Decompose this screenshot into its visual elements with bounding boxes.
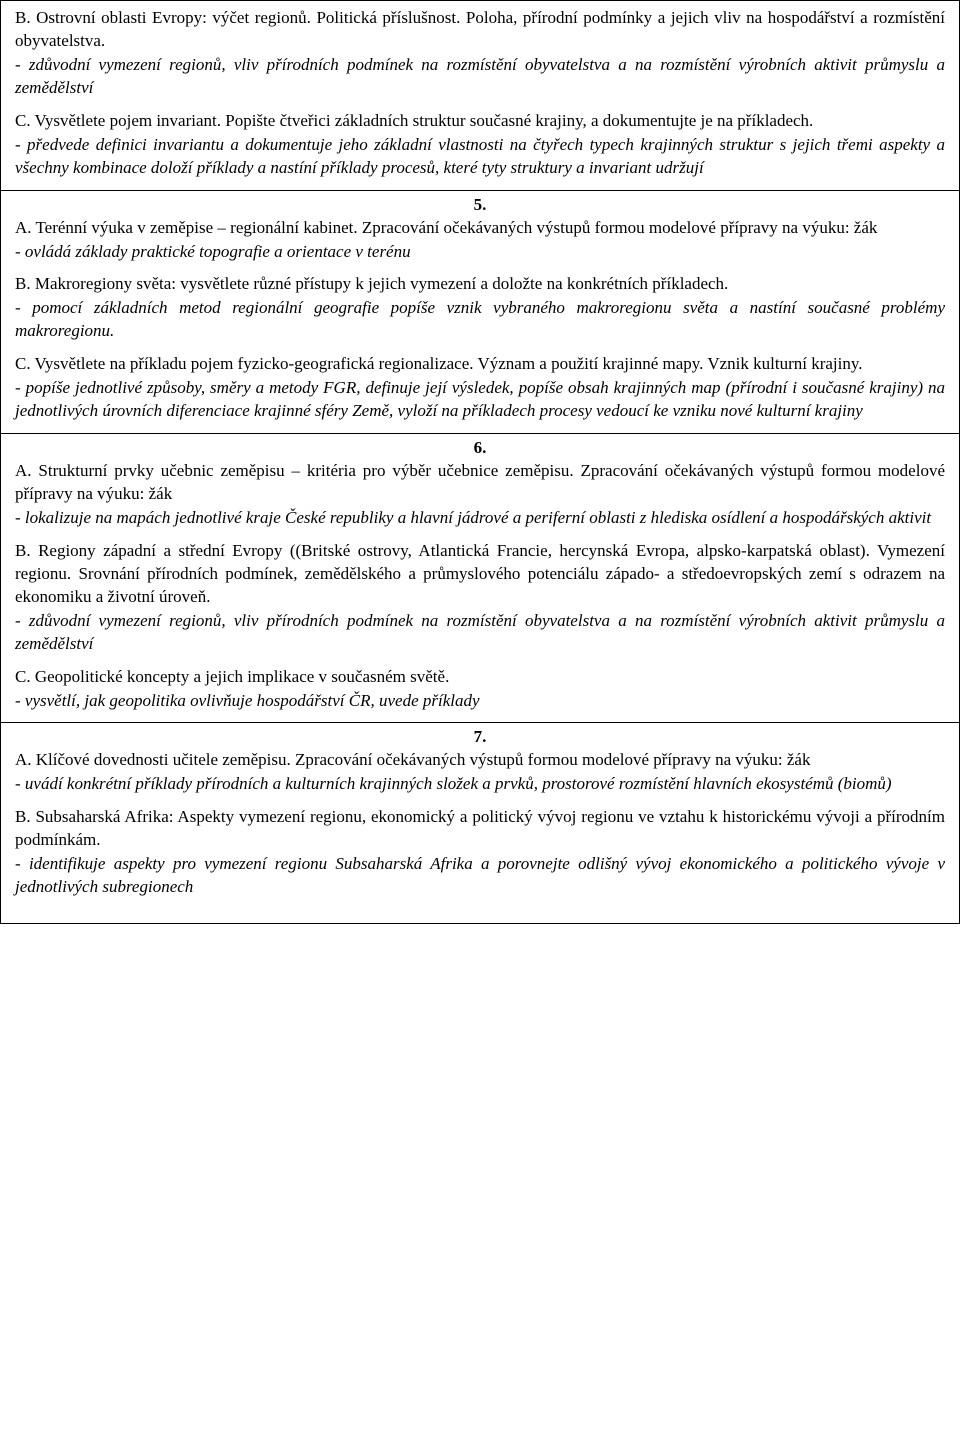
question-heading: B. Subsaharská Afrika: Aspekty vymezení … <box>15 806 945 852</box>
question-heading: C. Vysvětlete pojem invariant. Popište č… <box>15 110 945 133</box>
question-heading: B. Makroregiony světa: vysvětlete různé … <box>15 273 945 296</box>
question-description: - vysvětlí, jak geopolitika ovlivňuje ho… <box>15 690 945 713</box>
question-description: - popíše jednotlivé způsoby, směry a met… <box>15 377 945 423</box>
question-description: - lokalizuje na mapách jednotlivé kraje … <box>15 507 945 530</box>
section-number: 6. <box>15 438 945 458</box>
question-heading: A. Terénní výuka v zeměpise – regionální… <box>15 217 945 240</box>
question-heading: C. Geopolitické koncepty a jejich implik… <box>15 666 945 689</box>
question-description: - uvádí konkrétní příklady přírodních a … <box>15 773 945 796</box>
section-divider <box>1 433 959 434</box>
section-divider <box>1 190 959 191</box>
question-description: - pomocí základních metod regionální geo… <box>15 297 945 343</box>
question-heading: A. Strukturní prvky učebnic zeměpisu – k… <box>15 460 945 506</box>
question-description: - zdůvodní vymezení regionů, vliv přírod… <box>15 610 945 656</box>
question-description: - identifikuje aspekty pro vymezení regi… <box>15 853 945 899</box>
question-heading: B. Ostrovní oblasti Evropy: výčet region… <box>15 7 945 53</box>
section-divider <box>1 722 959 723</box>
question-description: - ovládá základy praktické topografie a … <box>15 241 945 264</box>
question-heading: A. Klíčové dovednosti učitele zeměpisu. … <box>15 749 945 772</box>
document-content: B. Ostrovní oblasti Evropy: výčet region… <box>15 7 945 899</box>
question-description: - zdůvodní vymezení regionů, vliv přírod… <box>15 54 945 100</box>
question-heading: B. Regiony západní a střední Evropy ((Br… <box>15 540 945 609</box>
section-number: 7. <box>15 727 945 747</box>
document-page: B. Ostrovní oblasti Evropy: výčet region… <box>0 0 960 924</box>
section-number: 5. <box>15 195 945 215</box>
question-description: - předvede definici invariantu a dokumen… <box>15 134 945 180</box>
question-heading: C. Vysvětlete na příkladu pojem fyzicko-… <box>15 353 945 376</box>
